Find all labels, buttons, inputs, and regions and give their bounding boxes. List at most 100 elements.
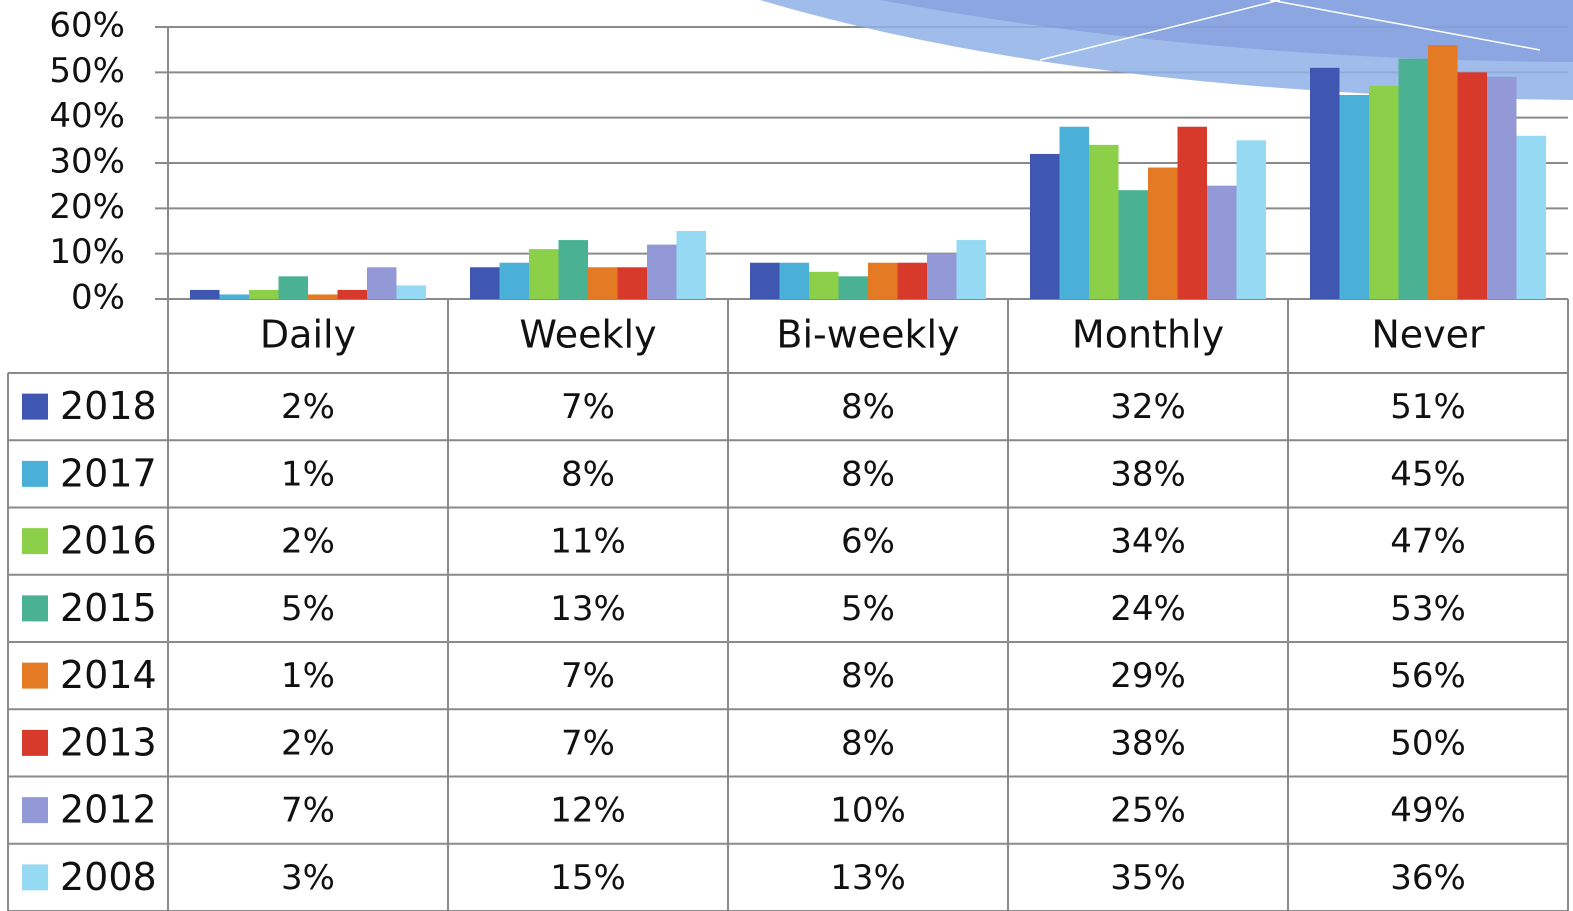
value-label: 15% — [550, 858, 626, 898]
value-label: 7% — [561, 723, 615, 763]
bar — [1457, 72, 1487, 299]
value-label: 29% — [1110, 656, 1186, 696]
value-label: 2% — [281, 387, 335, 427]
legend-swatch — [22, 662, 48, 689]
plot — [190, 45, 1546, 300]
legend-label: 2013 — [60, 720, 157, 764]
category-label: Bi-weekly — [776, 313, 959, 357]
value-label: 10% — [830, 791, 906, 831]
y-tick-label: 40% — [49, 96, 125, 136]
value-label: 11% — [550, 522, 626, 562]
value-label: 38% — [1110, 723, 1186, 763]
value-label: 45% — [1390, 454, 1466, 494]
value-label: 6% — [841, 522, 895, 562]
category-label: Monthly — [1072, 313, 1224, 357]
bar — [219, 294, 249, 299]
category-label: Weekly — [519, 313, 656, 357]
bar — [897, 262, 927, 299]
legend-swatch — [22, 460, 48, 487]
bar — [838, 276, 868, 299]
value-label: 25% — [1110, 791, 1186, 831]
value-label: 34% — [1110, 522, 1186, 562]
legend-swatch — [22, 595, 48, 622]
value-label: 8% — [841, 656, 895, 696]
bar — [249, 289, 279, 299]
bar — [1148, 167, 1178, 299]
value-label: 53% — [1390, 589, 1466, 629]
value-label: 49% — [1390, 791, 1466, 831]
bar — [1428, 45, 1458, 300]
legend-label: 2017 — [60, 451, 157, 495]
value-label: 8% — [841, 387, 895, 427]
y-tick-label: 60% — [49, 6, 125, 46]
y-tick-label: 20% — [49, 187, 125, 227]
legend-swatch — [22, 393, 48, 420]
bar — [1516, 135, 1546, 299]
bar — [1089, 144, 1119, 299]
value-label: 1% — [281, 656, 335, 696]
value-label: 2% — [281, 723, 335, 763]
value-label: 7% — [561, 387, 615, 427]
bar — [1030, 153, 1060, 299]
bar — [1398, 58, 1428, 299]
bar — [617, 267, 647, 299]
bar — [470, 267, 500, 299]
bar — [337, 289, 367, 299]
bar — [1369, 85, 1399, 299]
decoration — [760, 0, 1573, 100]
value-label: 5% — [841, 589, 895, 629]
bar — [278, 276, 308, 299]
legend-label: 2008 — [60, 855, 157, 899]
bar — [588, 267, 618, 299]
bar — [308, 294, 338, 299]
bar — [1207, 185, 1237, 299]
value-label: 3% — [281, 858, 335, 898]
y-tick-label: 0% — [71, 278, 125, 318]
y-tick-label: 10% — [49, 232, 125, 272]
legend-swatch — [22, 528, 48, 555]
bar — [1487, 76, 1517, 299]
bar — [809, 271, 839, 299]
value-label: 13% — [550, 589, 626, 629]
bar — [190, 289, 220, 299]
category-label: Daily — [260, 313, 356, 357]
legend-label: 2016 — [60, 519, 157, 563]
bar — [1177, 126, 1207, 299]
y-tick-label: 50% — [49, 51, 125, 91]
bar — [1310, 67, 1340, 299]
bar — [750, 262, 780, 299]
value-label: 50% — [1390, 723, 1466, 763]
value-label: 32% — [1110, 387, 1186, 427]
grid: 0% 10% 20% 30% 40% 50% 60% — [49, 6, 1568, 318]
value-label: 8% — [561, 454, 615, 494]
bar — [927, 253, 957, 299]
bar — [529, 249, 559, 299]
bar — [499, 262, 529, 299]
legend-label: 2014 — [60, 653, 157, 697]
bar — [956, 240, 986, 299]
value-label: 2% — [281, 522, 335, 562]
bar — [1339, 95, 1369, 299]
data-table: Daily Weekly Bi-weekly Monthly Never 2018 2% 7%… — [7, 27, 1569, 911]
value-label: 7% — [281, 791, 335, 831]
value-label: 12% — [550, 791, 626, 831]
legend-swatch — [22, 729, 48, 756]
value-label: 56% — [1390, 656, 1466, 696]
bar — [868, 262, 898, 299]
value-label: 8% — [841, 723, 895, 763]
value-label: 36% — [1390, 858, 1466, 898]
value-label: 47% — [1390, 522, 1466, 562]
bar — [396, 285, 426, 299]
value-label: 35% — [1110, 858, 1186, 898]
legend-label: 2015 — [60, 586, 157, 630]
legend-swatch — [22, 797, 48, 824]
bar — [1236, 140, 1266, 299]
value-label: 5% — [281, 589, 335, 629]
bar — [367, 267, 397, 299]
value-label: 13% — [830, 858, 906, 898]
bar — [779, 262, 809, 299]
value-label: 24% — [1110, 589, 1186, 629]
legend-swatch — [22, 864, 48, 891]
bar — [647, 244, 677, 299]
